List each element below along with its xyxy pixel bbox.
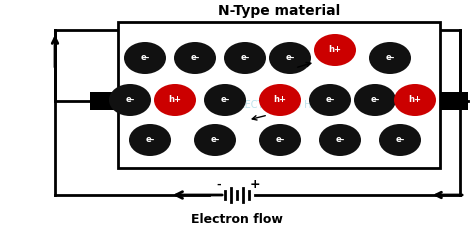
Ellipse shape xyxy=(269,42,311,74)
Text: e-: e- xyxy=(140,54,150,63)
Ellipse shape xyxy=(319,124,361,156)
Ellipse shape xyxy=(369,42,411,74)
Text: e-: e- xyxy=(220,95,230,104)
Ellipse shape xyxy=(224,42,266,74)
Ellipse shape xyxy=(259,84,301,116)
Text: e-: e- xyxy=(210,136,219,144)
Text: e-: e- xyxy=(325,95,335,104)
Bar xyxy=(440,92,468,110)
Ellipse shape xyxy=(154,84,196,116)
Text: e-: e- xyxy=(191,54,200,63)
Ellipse shape xyxy=(309,84,351,116)
Ellipse shape xyxy=(314,34,356,66)
Text: e-: e- xyxy=(240,54,250,63)
Text: +: + xyxy=(250,178,260,191)
Ellipse shape xyxy=(129,124,171,156)
Text: h+: h+ xyxy=(409,95,421,104)
Text: h+: h+ xyxy=(328,46,341,55)
Ellipse shape xyxy=(259,124,301,156)
Text: e-: e- xyxy=(335,136,345,144)
Text: N-Type material: N-Type material xyxy=(218,4,340,18)
Bar xyxy=(90,92,118,110)
Ellipse shape xyxy=(379,124,421,156)
Text: h+: h+ xyxy=(273,95,286,104)
Ellipse shape xyxy=(394,84,436,116)
Ellipse shape xyxy=(354,84,396,116)
Text: e-: e- xyxy=(395,136,405,144)
Ellipse shape xyxy=(194,124,236,156)
Text: e-: e- xyxy=(275,136,285,144)
Text: Electron flow: Electron flow xyxy=(191,213,283,226)
Text: e-: e- xyxy=(385,54,395,63)
Ellipse shape xyxy=(204,84,246,116)
Text: e-: e- xyxy=(146,136,155,144)
Text: e-: e- xyxy=(285,54,295,63)
Text: e-: e- xyxy=(125,95,135,104)
Text: ELECTRONICS HUB: ELECTRONICS HUB xyxy=(233,100,325,110)
Text: h+: h+ xyxy=(168,95,182,104)
Text: e-: e- xyxy=(370,95,380,104)
Ellipse shape xyxy=(124,42,166,74)
Ellipse shape xyxy=(174,42,216,74)
Text: -: - xyxy=(217,180,221,190)
Ellipse shape xyxy=(109,84,151,116)
Bar xyxy=(118,22,440,168)
